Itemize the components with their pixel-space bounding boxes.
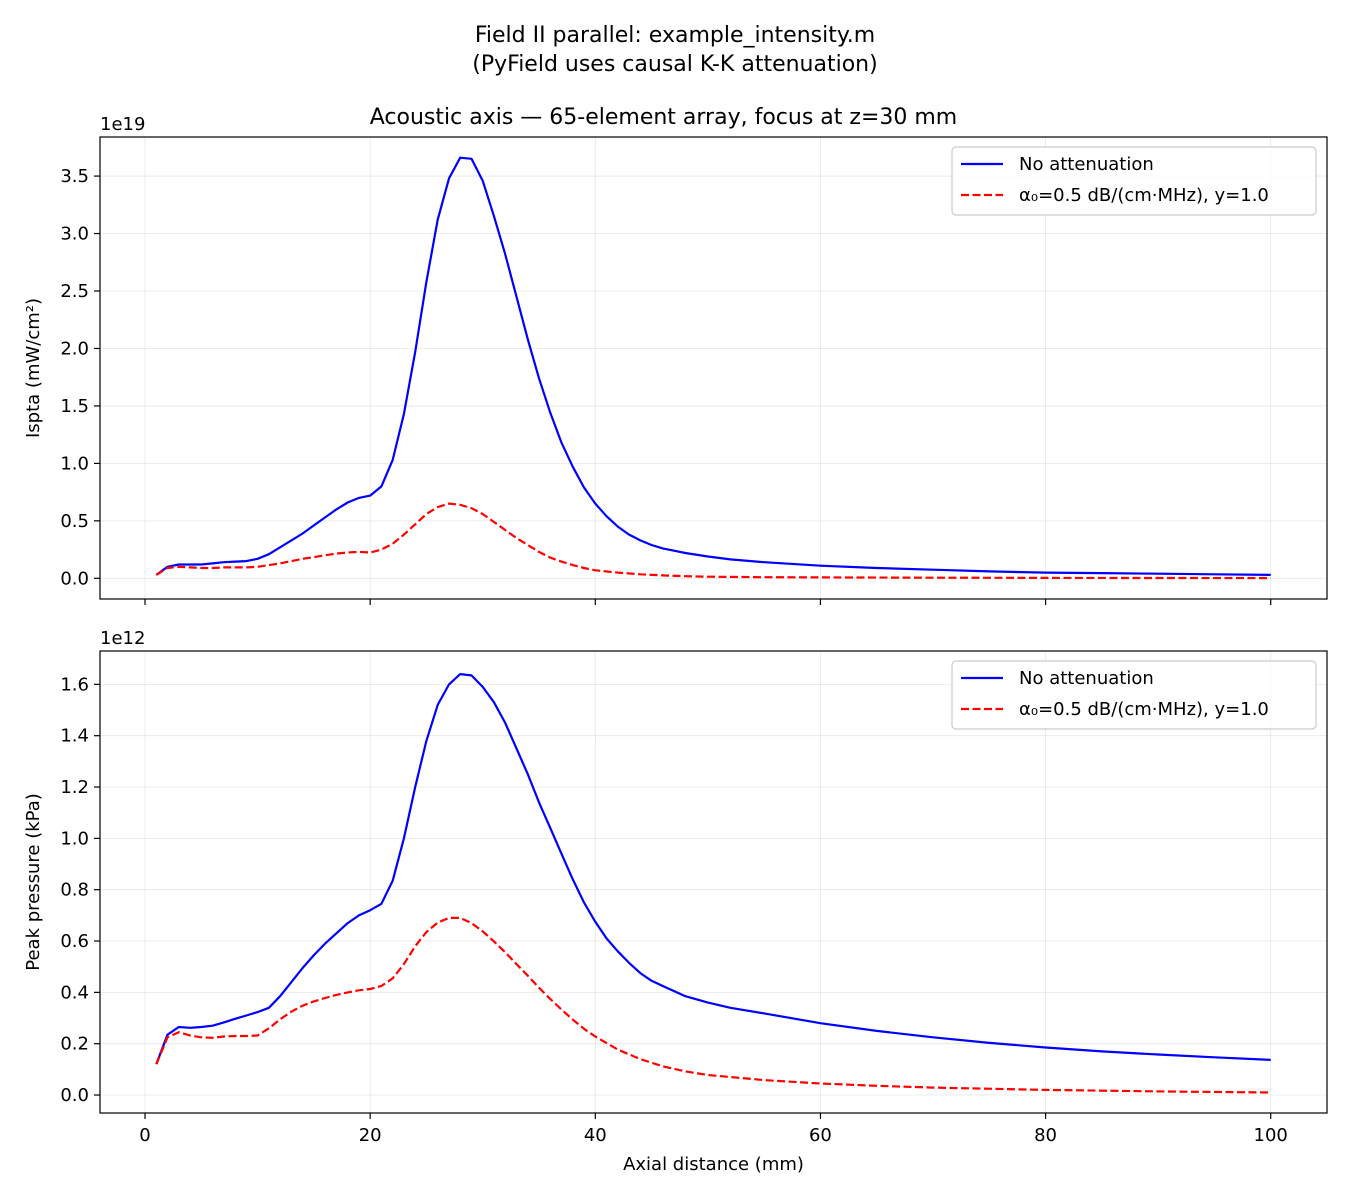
x-tick-label: 0 bbox=[139, 1125, 150, 1146]
legend-label: α₀=0.5 dB/(cm·MHz), y=1.0 bbox=[1019, 699, 1269, 720]
y-tick-label: 0.5 bbox=[60, 511, 89, 532]
pressure-panel: 0 20 40 60 80 100 0.0 0.2 0.4 0.6 0.8 1.0 1.2 1.4 1.6 1… bbox=[23, 628, 1328, 1175]
series-line-attenuated bbox=[155, 916, 1271, 1094]
axes-frame bbox=[99, 650, 1328, 1114]
y-tick-label: 3.0 bbox=[60, 224, 89, 245]
y-axis-label: Peak pressure (kPa) bbox=[23, 793, 44, 970]
axis-offset-label: 1e19 bbox=[100, 114, 145, 135]
legend-label: No attenuation bbox=[1019, 668, 1154, 689]
y-tick-label: 0.8 bbox=[60, 880, 89, 901]
x-tick-label: 80 bbox=[1034, 1125, 1057, 1146]
axis-offset-label: 1e12 bbox=[100, 628, 145, 649]
y-tick-label: 1.5 bbox=[60, 396, 89, 417]
y-tick-label: 1.2 bbox=[60, 777, 89, 798]
y-tick-label: 1.0 bbox=[60, 828, 89, 849]
legend-label: No attenuation bbox=[1019, 154, 1154, 175]
figure-title-line-1: Field II parallel: example_intensity.m bbox=[475, 23, 875, 48]
y-tick-label: 0.0 bbox=[60, 1085, 89, 1106]
intensity-panel: 0.0 0.5 1.0 1.5 2.0 2.5 3.0 3.5 1e19 Acoustic axi… bbox=[23, 105, 1328, 605]
series-line-attenuated bbox=[155, 502, 1271, 580]
figure-title-line-2: (PyField uses causal K-K attenuation) bbox=[472, 52, 877, 77]
legend-box bbox=[951, 660, 1317, 730]
x-tick-label: 60 bbox=[809, 1125, 832, 1146]
y-tick-label: 1.4 bbox=[60, 726, 89, 747]
series-line-no-attenuation bbox=[155, 156, 1271, 576]
y-tick-label: 0.4 bbox=[60, 982, 89, 1003]
axes-frame bbox=[99, 136, 1328, 600]
y-tick-label: 1.0 bbox=[60, 453, 89, 474]
y-axis-label: Ispta (mW/cm²) bbox=[23, 298, 44, 438]
panel-title: Acoustic axis — 65-element array, focus … bbox=[370, 105, 957, 130]
x-tick-label: 40 bbox=[584, 1125, 607, 1146]
y-tick-label: 2.5 bbox=[60, 281, 89, 302]
y-tick-label: 3.5 bbox=[60, 166, 89, 187]
x-tick-label: 100 bbox=[1254, 1125, 1288, 1146]
legend: No attenuation α₀=0.5 dB/(cm·MHz), y=1.0 bbox=[951, 660, 1317, 730]
legend-label: α₀=0.5 dB/(cm·MHz), y=1.0 bbox=[1019, 185, 1269, 206]
x-tick-label: 20 bbox=[359, 1125, 382, 1146]
y-tick-label: 0.0 bbox=[60, 568, 89, 589]
series-line-no-attenuation bbox=[155, 672, 1271, 1065]
y-tick-label: 0.6 bbox=[60, 931, 89, 952]
x-axis-label: Axial distance (mm) bbox=[623, 1154, 804, 1175]
legend: No attenuation α₀=0.5 dB/(cm·MHz), y=1.0 bbox=[951, 146, 1317, 216]
y-tick-label: 1.6 bbox=[60, 674, 89, 695]
legend-box bbox=[951, 146, 1317, 216]
y-tick-label: 2.0 bbox=[60, 338, 89, 359]
y-tick-label: 0.2 bbox=[60, 1034, 89, 1055]
